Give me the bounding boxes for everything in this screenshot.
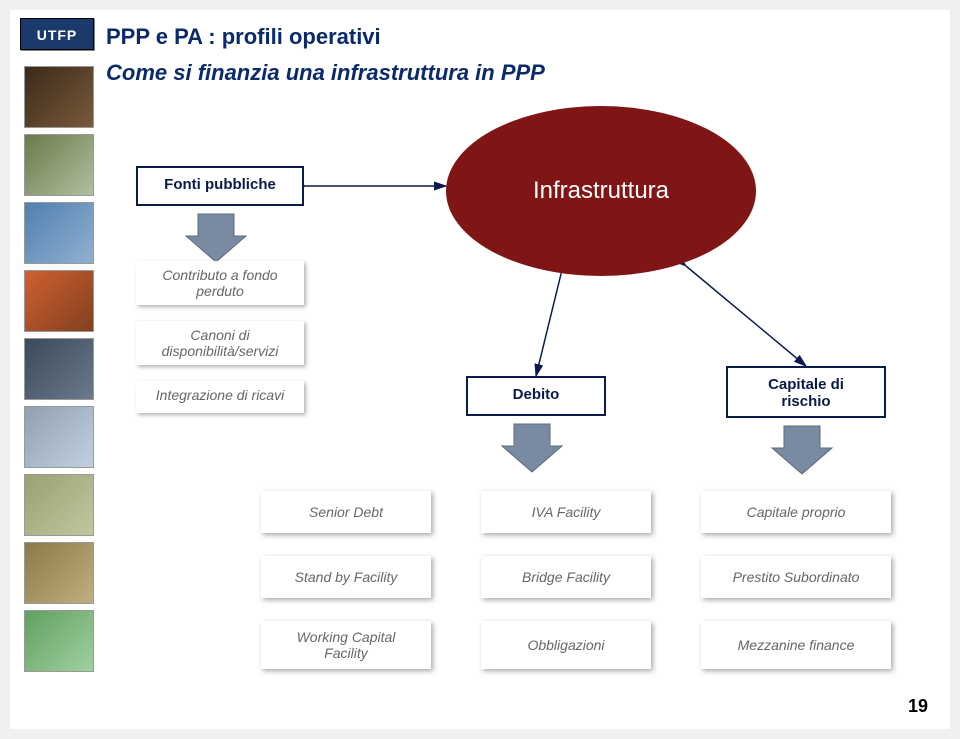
node-contributo: Contributo a fondoperduto [136,261,304,305]
node-iva: IVA Facility [481,491,651,533]
diagram: Fonti pubbliche Infrastruttura Contributo … [106,86,936,686]
node-obbligazioni: Obbligazioni [481,621,651,669]
side-image [24,542,94,604]
logo: UTFP [20,18,94,50]
node-prestito: Prestito Subordinato [701,556,891,598]
side-image [24,270,94,332]
page-title: PPP e PA : profili operativi [106,24,936,50]
node-cap_proprio: Capitale proprio [701,491,891,533]
side-image [24,406,94,468]
side-image [24,202,94,264]
page-number: 19 [908,696,928,717]
node-canoni: Canoni didisponibilità/servizi [136,321,304,365]
node-senior_debt: Senior Debt [261,491,431,533]
side-image [24,134,94,196]
node-capitale_rischio: Capitale dirischio [726,366,886,418]
side-image [24,338,94,400]
side-image-strip [24,66,94,672]
content-area: PPP e PA : profili operativi Come si fin… [106,24,936,715]
side-image [24,66,94,128]
side-image [24,610,94,672]
node-fonti_pubbliche: Fonti pubbliche [136,166,304,206]
side-image [24,474,94,536]
node-debito: Debito [466,376,606,416]
page-subtitle: Come si finanzia una infrastruttura in P… [106,60,936,86]
slide: UTFP PPP e PA : profili operativi Come s… [10,10,950,729]
node-infrastruttura: Infrastruttura [446,106,756,276]
node-working_capital: Working CapitalFacility [261,621,431,669]
node-mezzanine: Mezzanine finance [701,621,891,669]
node-bridge: Bridge Facility [481,556,651,598]
node-standby: Stand by Facility [261,556,431,598]
node-integrazione: Integrazione di ricavi [136,381,304,413]
